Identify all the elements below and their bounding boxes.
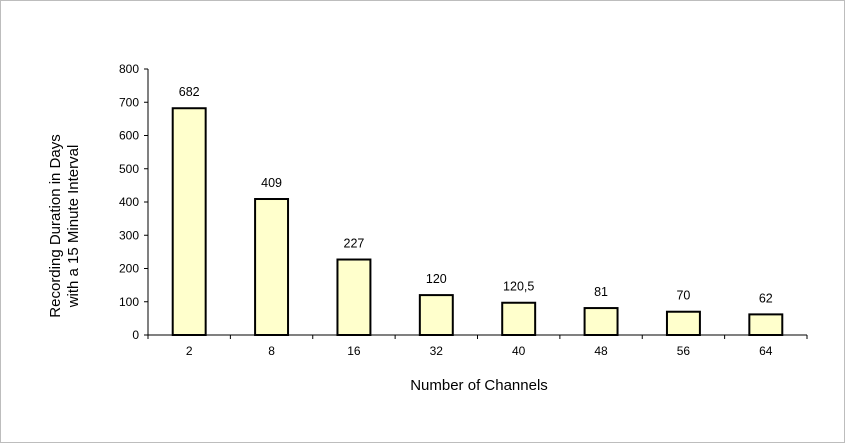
data-labels: 682 409 227 120 120,5 81 70 62 (179, 85, 773, 305)
bar-value-label: 62 (759, 291, 773, 305)
bar (418, 294, 454, 337)
x-tick-label: 16 (347, 344, 361, 358)
y-tick-label: 500 (119, 162, 139, 176)
x-tick-label: 48 (594, 344, 608, 358)
bar-value-label: 682 (179, 85, 200, 99)
bar (171, 107, 207, 336)
y-tick-label: 700 (119, 95, 139, 109)
x-tick-label: 8 (268, 344, 275, 358)
y-axis: 0 100 200 300 400 500 600 700 800 (119, 62, 149, 342)
bar-value-label: 409 (261, 176, 282, 190)
bar-value-label: 120,5 (503, 280, 534, 294)
x-tick-label: 64 (759, 344, 773, 358)
x-tick-label: 2 (186, 344, 193, 358)
x-tick-label: 40 (512, 344, 526, 358)
y-tick-label: 400 (119, 195, 139, 209)
bars (171, 107, 784, 337)
bar (254, 198, 290, 336)
bar-value-label: 120 (426, 272, 447, 286)
bar-value-label: 227 (344, 237, 365, 251)
y-tick-label: 100 (119, 295, 139, 309)
y-tick-label: 300 (119, 228, 139, 242)
bar (583, 307, 619, 337)
bar-value-label: 70 (676, 289, 690, 303)
x-tick-label: 56 (677, 344, 691, 358)
x-tick-label: 32 (430, 344, 444, 358)
y-tick-label: 600 (119, 129, 139, 143)
bar (501, 301, 537, 336)
bar (665, 310, 701, 337)
bar (336, 258, 372, 336)
x-axis: 2 8 16 32 40 48 56 64 (147, 334, 808, 358)
x-axis-title: Number of Channels (410, 377, 548, 394)
y-tick-label: 200 (119, 262, 139, 276)
y-tick-label: 0 (132, 328, 139, 342)
bar-value-label: 81 (594, 285, 608, 299)
y-tick-label: 800 (119, 62, 139, 76)
bar (748, 313, 784, 337)
y-axis-title-line-1: Recording Duration in Days (47, 134, 64, 317)
y-axis-title-line-2: with a 15 Minute Interval (65, 145, 82, 309)
